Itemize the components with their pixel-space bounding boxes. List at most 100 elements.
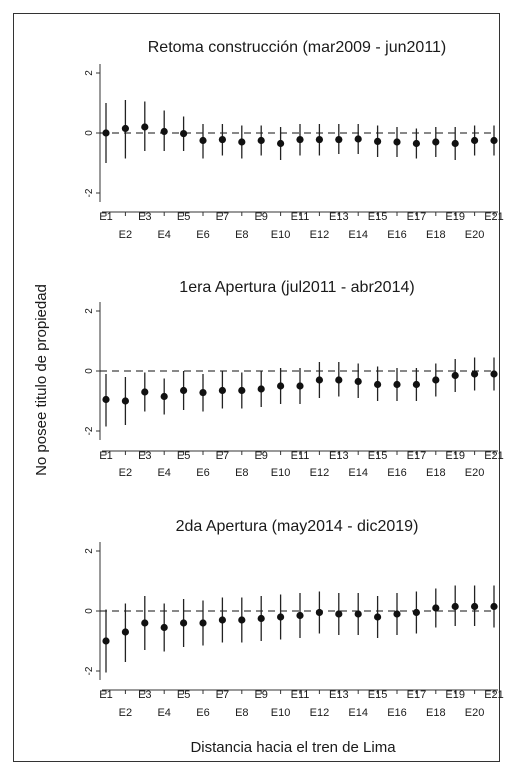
x-tick-label: E18: [426, 707, 446, 719]
y-tick-label: 0: [84, 608, 95, 614]
point-estimate: [199, 136, 207, 145]
x-tick-label: E17: [407, 689, 427, 701]
x-tick-label: E17: [407, 211, 427, 223]
point-estimate: [199, 389, 207, 397]
point-estimate: [412, 139, 420, 148]
x-tick-label: E2: [119, 229, 132, 241]
point-estimate: [315, 376, 323, 384]
x-tick-label: E15: [368, 450, 388, 462]
y-axis-title: No posee titulo de propiedad: [33, 284, 50, 476]
panel-1: Retoma construcción (mar2009 - jun2011) -…: [84, 39, 504, 241]
point-estimate: [471, 602, 479, 611]
point-estimate: [218, 616, 226, 624]
point-estimate: [354, 610, 362, 618]
x-tick-label: E21: [484, 450, 504, 462]
point-estimate: [218, 136, 226, 144]
point-estimate: [296, 611, 304, 620]
point-estimate: [238, 386, 246, 395]
x-tick-label: E19: [445, 450, 465, 462]
point-estimate: [257, 385, 265, 393]
x-tick-label: E6: [196, 229, 209, 241]
x-tick-label: E14: [348, 467, 368, 479]
point-estimate: [296, 136, 304, 144]
x-tick-label: E13: [329, 450, 349, 462]
point-estimate: [451, 602, 459, 611]
x-tick-label: E2: [119, 467, 132, 479]
point-estimate: [102, 395, 110, 404]
x-tick-label: E10: [271, 707, 291, 719]
x-tick-label: E11: [291, 450, 310, 462]
point-estimate: [257, 614, 265, 623]
point-estimate: [141, 388, 149, 396]
x-tick-label: E13: [329, 211, 349, 223]
point-estimate: [315, 136, 323, 144]
panel-title: Retoma construcción (mar2009 - jun2011): [148, 39, 447, 56]
point-estimate: [180, 130, 188, 138]
point-estimate: [238, 616, 246, 624]
panel-3: 2da Apertura (may2014 - dic2019) -2 0 2 E1 E2…: [84, 518, 504, 719]
x-tick-label: E14: [348, 707, 368, 719]
point-estimate: [141, 619, 149, 627]
x-tick-label: E12: [310, 467, 330, 479]
x-axis-title: Distancia hacia el tren de Lima: [190, 739, 396, 756]
x-tick-label: E4: [157, 229, 170, 241]
point-estimate: [121, 124, 129, 133]
y-tick-label: 2: [84, 308, 95, 314]
point-estimate: [199, 619, 207, 627]
point-estimate: [102, 637, 110, 645]
x-tick-label: E3: [138, 211, 151, 223]
x-tick-label: E13: [329, 689, 349, 701]
point-estimate: [180, 386, 188, 395]
point-estimate: [412, 380, 420, 389]
point-estimate: [412, 608, 420, 617]
x-tick-label: E15: [368, 689, 388, 701]
point-estimate: [277, 382, 285, 390]
point-estimate: [451, 139, 459, 148]
x-tick-label: E11: [291, 689, 310, 701]
x-tick-label: E20: [465, 229, 485, 241]
point-estimate: [180, 619, 188, 627]
point-estimate: [335, 136, 343, 144]
x-tick-label: E10: [271, 229, 291, 241]
panel-2: 1era Apertura (jul2011 - abr2014) -2 0 2 E1 E…: [84, 279, 504, 479]
point-estimate: [490, 136, 498, 145]
x-tick-label: E17: [407, 450, 427, 462]
figure-border: [13, 13, 500, 762]
x-tick-label: E3: [138, 689, 151, 701]
x-tick-label: E8: [235, 229, 248, 241]
point-estimate: [374, 380, 382, 389]
x-tick-label: E21: [484, 211, 504, 223]
x-tick-label: E1: [99, 689, 112, 701]
point-estimate: [354, 377, 362, 386]
x-tick-label: E7: [216, 211, 229, 223]
x-tick-label: E5: [177, 211, 190, 223]
point-estimate: [432, 376, 440, 384]
point-estimate: [277, 613, 285, 621]
y-tick-label: -2: [84, 426, 95, 435]
point-estimate: [121, 397, 129, 405]
point-estimate: [451, 371, 459, 380]
x-tick-label: E6: [196, 467, 209, 479]
point-estimate: [432, 138, 440, 146]
y-tick-label: 0: [84, 130, 95, 136]
x-tick-label: E4: [157, 707, 170, 719]
panel-title: 2da Apertura (may2014 - dic2019): [176, 518, 419, 535]
x-tick-label: E9: [254, 689, 267, 701]
x-tick-label: E18: [426, 467, 446, 479]
y-tick-label: -2: [84, 666, 95, 675]
x-tick-label: E4: [157, 467, 170, 479]
x-tick-label: E9: [254, 450, 267, 462]
x-tick-label: E8: [235, 707, 248, 719]
y-tick-label: 2: [84, 70, 95, 76]
x-tick-label: E14: [348, 229, 368, 241]
panel-title: 1era Apertura (jul2011 - abr2014): [179, 279, 414, 296]
x-tick-label: E6: [196, 707, 209, 719]
x-tick-label: E8: [235, 467, 248, 479]
y-tick-label: -2: [84, 188, 95, 197]
point-estimate: [393, 138, 401, 146]
x-tick-label: E9: [254, 211, 267, 223]
x-tick-label: E3: [138, 450, 151, 462]
x-tick-label: E1: [99, 450, 112, 462]
y-tick-label: 2: [84, 548, 95, 554]
